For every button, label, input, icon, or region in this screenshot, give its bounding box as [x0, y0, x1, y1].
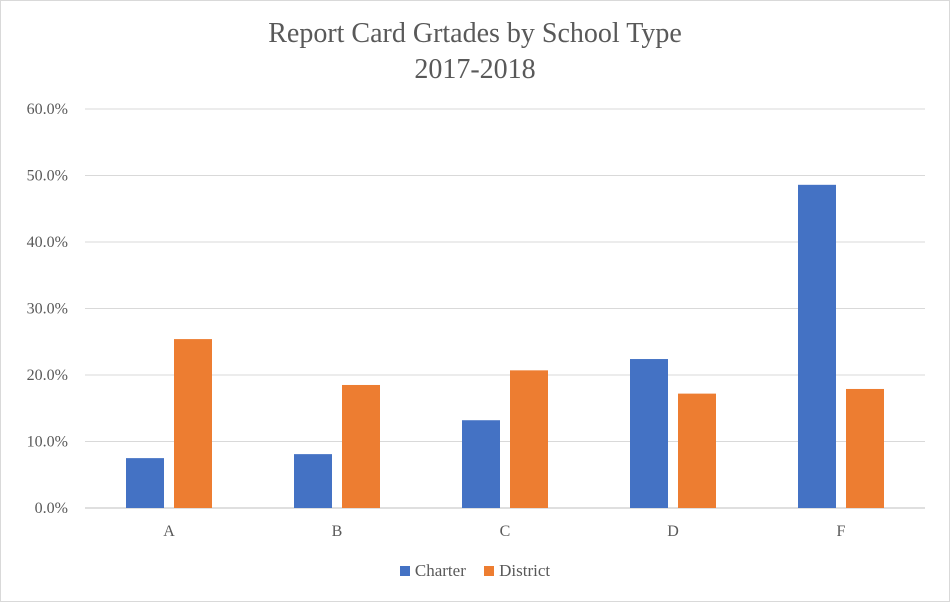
bar-charter-f [798, 184, 836, 508]
legend: Charter District [0, 561, 950, 581]
bar-district-a [174, 339, 212, 508]
y-tick-label: 10.0% [27, 434, 68, 451]
x-tick-label: F [837, 523, 846, 540]
chart-title: Report Card Grtades by School Type [268, 18, 682, 49]
legend-label-charter: Charter [414, 561, 466, 580]
bar-charter-d [630, 359, 668, 508]
bar-charter-c [462, 420, 500, 508]
chart-title-block: Report Card Grtades by School Type 2017-… [0, 16, 950, 88]
y-tick-label: 30.0% [27, 301, 68, 318]
legend-label-district: District [499, 561, 551, 580]
bar-charter-a [126, 458, 164, 508]
chart-subtitle: 2017-2018 [414, 54, 536, 85]
x-tick-label: D [667, 523, 679, 540]
bar-district-b [342, 384, 380, 508]
legend-item-charter: Charter [399, 561, 466, 581]
legend-swatch-charter [399, 566, 410, 576]
legend-swatch-district [484, 566, 495, 576]
bar-charter-b [294, 454, 332, 508]
y-tick-label: 60.0% [27, 101, 68, 118]
legend-item-district: District [484, 561, 550, 581]
bar-district-d [678, 393, 716, 508]
bar-district-f [846, 388, 884, 508]
y-tick-label: 20.0% [27, 367, 68, 384]
x-tick-label: A [163, 523, 175, 540]
y-tick-label: 50.0% [27, 168, 68, 185]
y-tick-label: 40.0% [27, 234, 68, 251]
bar-district-c [510, 370, 548, 508]
x-tick-label: B [332, 523, 343, 540]
y-tick-label: 0.0% [35, 500, 68, 517]
x-tick-label: C [500, 523, 511, 540]
